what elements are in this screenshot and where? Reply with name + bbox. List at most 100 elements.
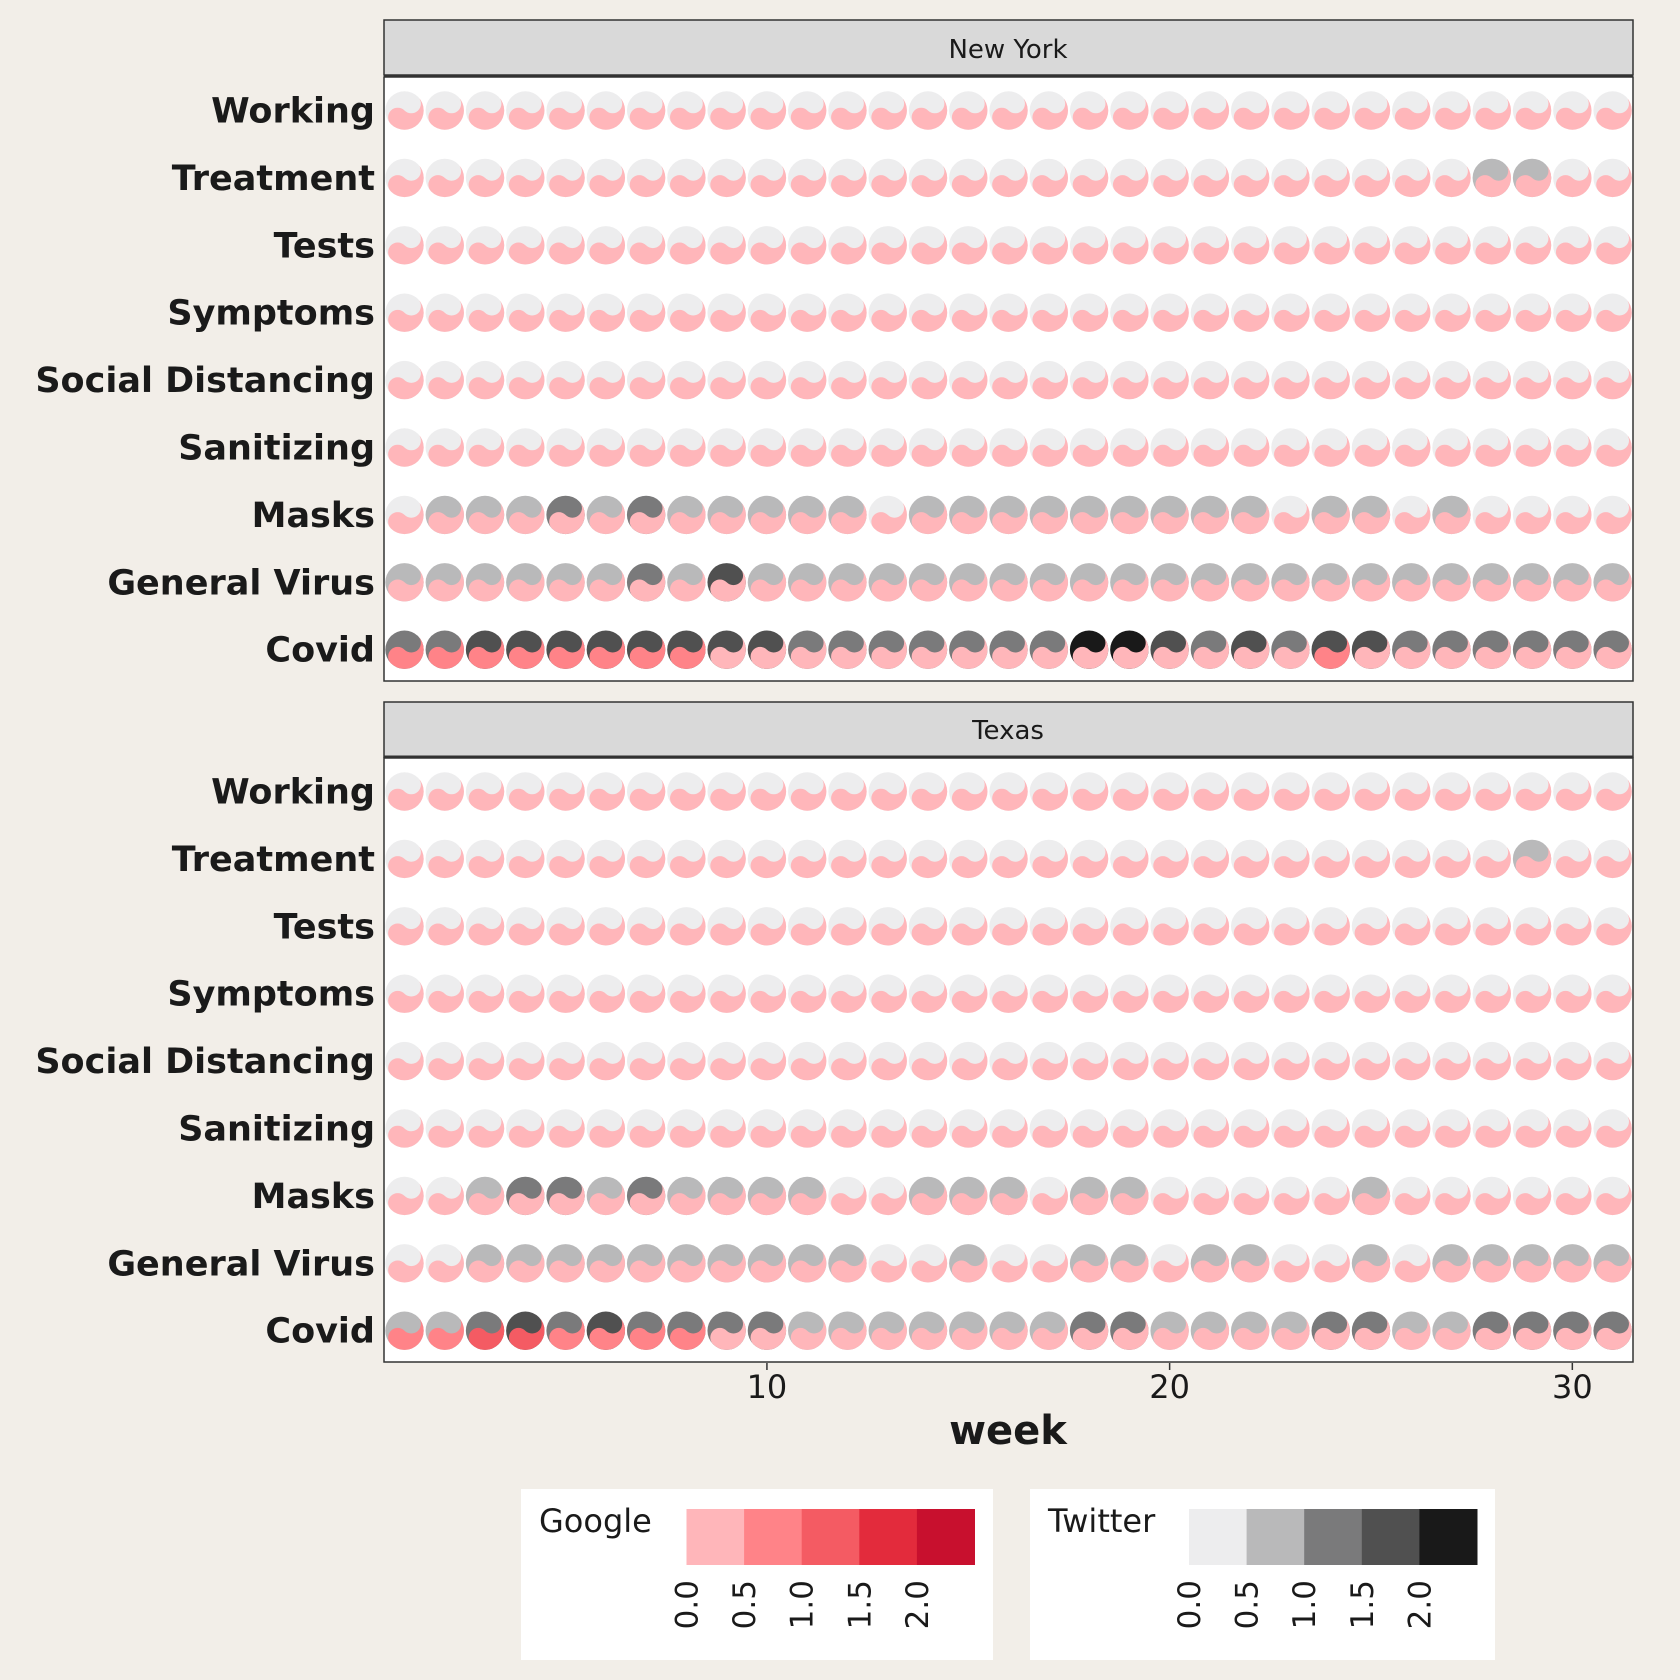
yin-yang-glyph <box>707 772 746 811</box>
google-half <box>951 164 988 198</box>
yin-yang-glyph <box>1150 1109 1189 1148</box>
google-half <box>1193 912 1230 946</box>
yin-yang-glyph <box>1271 91 1310 130</box>
yin-yang-glyph <box>1311 495 1350 535</box>
google-half <box>1515 980 1552 1013</box>
google-half <box>1354 366 1391 400</box>
yin-yang-glyph <box>908 495 948 535</box>
yin-yang-glyph <box>949 360 988 400</box>
google-half <box>670 299 706 332</box>
yin-yang-glyph <box>828 1311 867 1350</box>
google-half <box>549 1249 585 1283</box>
google-half <box>428 1182 464 1216</box>
yin-yang-glyph <box>1311 1311 1350 1350</box>
yin-yang-glyph <box>1432 839 1471 879</box>
google-half <box>1153 433 1189 467</box>
yin-yang-glyph <box>1553 630 1592 669</box>
google-half <box>1475 1182 1511 1216</box>
yin-yang-glyph <box>707 91 746 130</box>
google-half <box>1032 912 1068 946</box>
yin-yang-glyph <box>1553 563 1592 602</box>
google-half <box>1032 299 1068 332</box>
google-half <box>1274 433 1310 467</box>
google-half <box>911 96 948 130</box>
google-half <box>1314 96 1350 130</box>
yin-yang-glyph <box>586 839 626 879</box>
yin-yang-glyph <box>506 1041 545 1081</box>
yin-yang-glyph <box>1512 907 1552 946</box>
google-half <box>992 777 1028 811</box>
google-half <box>1112 1317 1149 1350</box>
yin-yang-glyph <box>1472 1176 1511 1216</box>
yin-yang-glyph <box>989 226 1028 265</box>
yin-yang-glyph <box>1110 91 1149 130</box>
google-half <box>1435 433 1471 467</box>
yin-yang-glyph <box>506 226 545 265</box>
google-half <box>750 1182 787 1216</box>
yin-yang-glyph <box>828 630 867 669</box>
category-label: Treatment <box>172 840 375 880</box>
google-half <box>750 1047 787 1081</box>
yin-yang-glyph <box>1512 1041 1552 1081</box>
yin-yang-glyph <box>747 428 787 467</box>
yin-yang-glyph <box>506 907 545 946</box>
yin-yang-glyph <box>1512 772 1552 811</box>
google-half <box>629 1317 666 1350</box>
yin-yang-glyph <box>1512 91 1552 130</box>
google-half <box>428 366 464 400</box>
google-half <box>1274 1249 1310 1283</box>
google-half <box>428 501 464 535</box>
google-half <box>1475 912 1511 946</box>
google-half <box>911 299 948 332</box>
google-half <box>750 433 787 467</box>
yin-yang-glyph <box>707 1109 746 1148</box>
google-half <box>1314 845 1350 879</box>
google-half <box>750 366 787 400</box>
google-half <box>951 96 988 130</box>
google-half <box>549 96 585 130</box>
google-half <box>1314 777 1350 811</box>
google-half <box>1555 433 1592 467</box>
yin-yang-glyph <box>1351 1176 1391 1216</box>
yin-yang-glyph <box>425 428 464 467</box>
yin-yang-glyph <box>1110 839 1149 879</box>
yin-yang-glyph <box>788 907 827 946</box>
google-half <box>1072 912 1109 946</box>
google-half <box>710 299 746 332</box>
yin-yang-glyph <box>586 1176 626 1216</box>
yin-yang-glyph <box>747 158 787 198</box>
google-half <box>1475 777 1511 811</box>
google-half <box>468 1114 505 1148</box>
google-half <box>1274 1114 1310 1148</box>
google-half <box>1435 1249 1471 1283</box>
google-half <box>992 501 1028 535</box>
google-half <box>951 433 988 467</box>
google-half <box>1515 164 1552 198</box>
yin-yang-glyph <box>626 158 666 198</box>
yin-yang-glyph <box>385 360 424 400</box>
yin-yang-glyph <box>828 839 867 879</box>
yin-yang-glyph <box>1110 974 1149 1013</box>
google-half <box>911 433 948 467</box>
google-half <box>1112 1047 1149 1081</box>
google-half <box>1435 1047 1471 1081</box>
google-half <box>508 1047 545 1081</box>
google-half <box>911 636 948 669</box>
google-half <box>629 1047 666 1081</box>
google-half <box>750 568 787 602</box>
yin-yang-glyph <box>385 563 424 602</box>
google-half <box>1193 1317 1230 1350</box>
google-half <box>1555 231 1592 265</box>
yin-yang-glyph <box>546 1109 585 1148</box>
google-half <box>871 845 907 879</box>
google-half <box>831 1249 867 1283</box>
google-half <box>428 777 464 811</box>
google-half <box>1314 501 1350 535</box>
google-half <box>831 980 867 1013</box>
yin-yang-glyph <box>1029 428 1069 467</box>
yin-yang-glyph <box>667 907 706 946</box>
google-half <box>1274 777 1310 811</box>
yin-yang-glyph <box>1432 428 1471 467</box>
google-half <box>992 1114 1028 1148</box>
yin-yang-glyph <box>1311 293 1350 332</box>
